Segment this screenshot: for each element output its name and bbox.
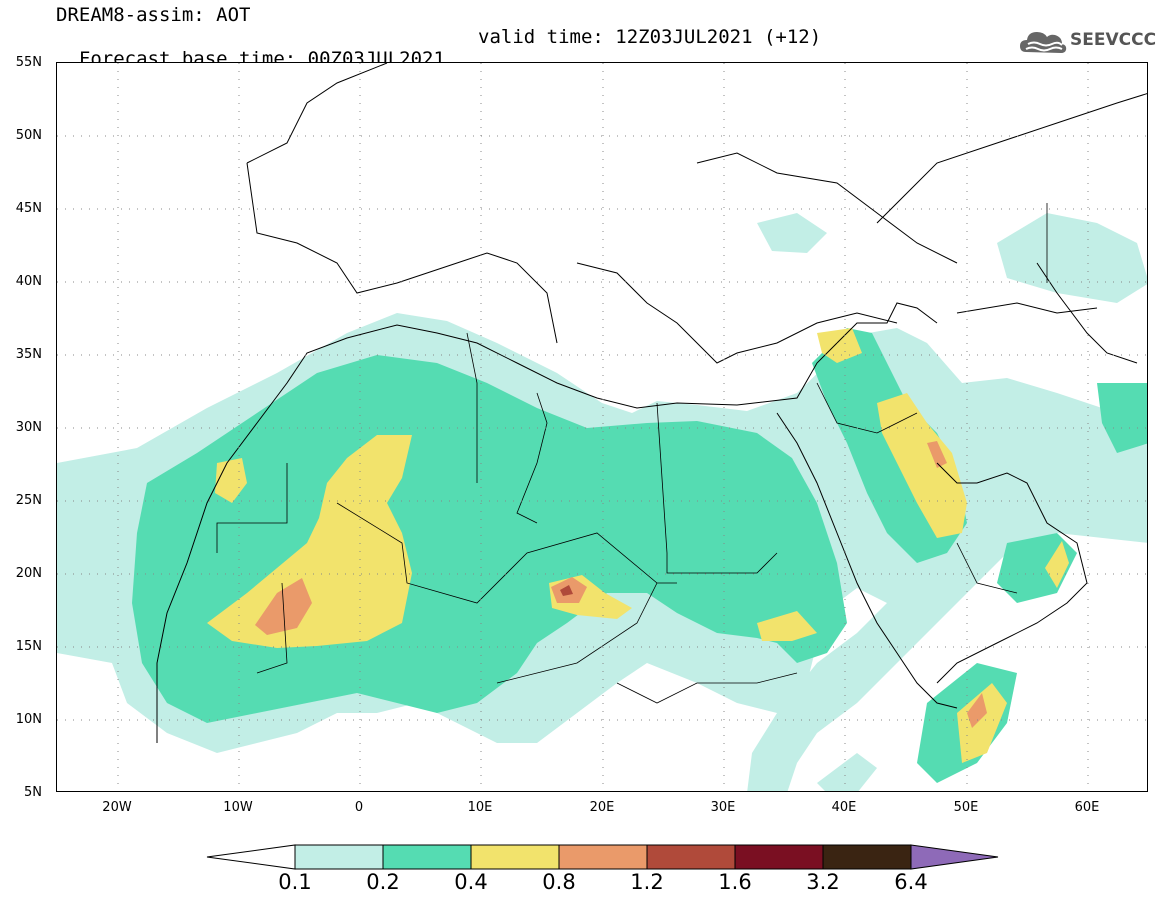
lat-label: 35N [15, 347, 42, 362]
aot-map[interactable] [56, 62, 1148, 792]
lat-label: 45N [15, 201, 42, 216]
colorbar-label: 0.1 [278, 870, 312, 894]
lat-label: 40N [15, 274, 42, 289]
colorbar-label: 1.6 [718, 870, 752, 894]
lon-label: 10W [223, 800, 253, 815]
colorbar-high-arrow [910, 844, 999, 870]
lat-label: 5N [24, 785, 42, 800]
seevccc-logo: SEEVCCC [1018, 24, 1158, 58]
lat-label: 30N [15, 420, 42, 435]
colorbar-swatch [294, 844, 384, 870]
colorbar-low-arrow [206, 844, 296, 870]
colorbar-label: 0.2 [366, 870, 400, 894]
colorbar-swatch [558, 844, 648, 870]
lat-label: 50N [15, 128, 42, 143]
colorbar-label: 6.4 [894, 870, 928, 894]
lon-label: 60E [1074, 800, 1100, 815]
map-title: DREAM8-assim: AOT [56, 4, 251, 26]
lat-label: 10N [15, 712, 42, 727]
valid-time: valid time: 12Z03JUL2021 (+12) [478, 26, 822, 48]
lon-label: 40E [831, 800, 857, 815]
colorbar-label: 3.2 [806, 870, 840, 894]
colorbar-swatch [734, 844, 824, 870]
colorbar-swatch [382, 844, 472, 870]
aot-colorbar [206, 844, 999, 870]
graticule [57, 63, 1147, 791]
map-canvas [57, 63, 1147, 791]
colorbar-label: 1.2 [630, 870, 664, 894]
lon-label: 0 [354, 800, 364, 815]
colorbar-swatch [822, 844, 912, 870]
lon-label: 20E [589, 800, 615, 815]
colorbar-label: 0.4 [454, 870, 488, 894]
coastlines [156, 63, 1147, 743]
logo-text: SEEVCCC [1070, 30, 1157, 50]
aot-contour-high [207, 435, 412, 648]
lat-label: 55N [15, 55, 42, 70]
colorbar-label: 0.8 [542, 870, 576, 894]
colorbar-swatch [470, 844, 560, 870]
borders [216, 203, 1048, 704]
lon-label: 10E [467, 800, 493, 815]
lon-label: 20W [102, 800, 132, 815]
colorbar-swatch [646, 844, 736, 870]
lat-label: 25N [15, 493, 42, 508]
lon-label: 50E [953, 800, 979, 815]
lat-label: 15N [15, 639, 42, 654]
cloud-logo-icon [1020, 32, 1067, 53]
lon-label: 30E [710, 800, 736, 815]
lat-label: 20N [15, 566, 42, 581]
